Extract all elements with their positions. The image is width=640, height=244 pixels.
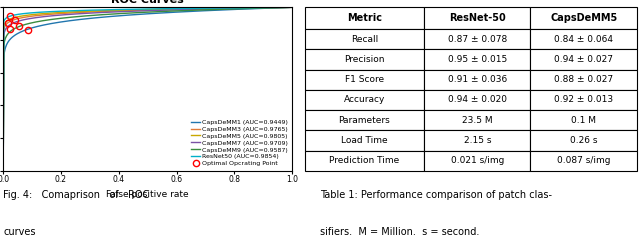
CapsDeMM3 (AUC=0.9765) xyxy=(138,9,146,12)
CapsDeMM9 (AUC=0.9587) xyxy=(288,6,296,9)
CapsDeMM5 (AUC=0.9805) xyxy=(282,6,289,9)
CapsDeMM5 (AUC=0.9805) xyxy=(0,169,7,172)
CapsDeMM9 (AUC=0.9587) xyxy=(156,10,163,13)
Line: ResNet50 (AUC=0.9854): ResNet50 (AUC=0.9854) xyxy=(3,7,292,171)
ResNet50 (AUC=0.9854) xyxy=(156,7,163,10)
ResNet50 (AUC=0.9854) xyxy=(282,6,289,9)
CapsDeMM1 (AUC=0.9449) xyxy=(172,11,179,14)
Line: CapsDeMM1 (AUC=0.9449): CapsDeMM1 (AUC=0.9449) xyxy=(3,7,292,171)
CapsDeMM5 (AUC=0.9805) xyxy=(136,8,144,11)
CapsDeMM1 (AUC=0.9449) xyxy=(236,8,244,11)
CapsDeMM5 (AUC=0.9805) xyxy=(288,6,296,9)
ResNet50 (AUC=0.9854) xyxy=(172,7,179,10)
Title: ROC Curves: ROC Curves xyxy=(111,0,184,5)
ResNet50 (AUC=0.9854) xyxy=(288,6,296,9)
CapsDeMM5 (AUC=0.9805) xyxy=(156,8,163,11)
CapsDeMM7 (AUC=0.9709) xyxy=(282,6,289,9)
CapsDeMM9 (AUC=0.9587) xyxy=(136,11,144,14)
ResNet50 (AUC=0.9854) xyxy=(136,8,144,10)
Text: curves: curves xyxy=(3,227,36,237)
CapsDeMM3 (AUC=0.9765) xyxy=(136,9,144,12)
CapsDeMM9 (AUC=0.9587) xyxy=(282,6,289,9)
CapsDeMM7 (AUC=0.9709) xyxy=(0,169,7,172)
CapsDeMM5 (AUC=0.9805) xyxy=(172,8,179,10)
CapsDeMM7 (AUC=0.9709) xyxy=(136,10,144,12)
Line: CapsDeMM7 (AUC=0.9709): CapsDeMM7 (AUC=0.9709) xyxy=(3,7,292,171)
ResNet50 (AUC=0.9854) xyxy=(0,169,7,172)
CapsDeMM9 (AUC=0.9587) xyxy=(138,11,146,14)
CapsDeMM1 (AUC=0.9449) xyxy=(282,6,289,9)
CapsDeMM9 (AUC=0.9587) xyxy=(236,7,244,10)
CapsDeMM3 (AUC=0.9765) xyxy=(288,6,296,9)
CapsDeMM7 (AUC=0.9709) xyxy=(172,8,179,11)
Legend: CapsDeMM1 (AUC=0.9449), CapsDeMM3 (AUC=0.9765), CapsDeMM5 (AUC=0.9805), CapsDeMM: CapsDeMM1 (AUC=0.9449), CapsDeMM3 (AUC=0… xyxy=(190,118,289,168)
CapsDeMM3 (AUC=0.9765) xyxy=(0,169,7,172)
Text: sifiers.  M = Million.  s = second.: sifiers. M = Million. s = second. xyxy=(320,227,479,237)
CapsDeMM1 (AUC=0.9449) xyxy=(288,6,296,9)
CapsDeMM3 (AUC=0.9765) xyxy=(282,6,289,9)
CapsDeMM1 (AUC=0.9449) xyxy=(156,12,163,15)
CapsDeMM3 (AUC=0.9765) xyxy=(172,8,179,11)
CapsDeMM3 (AUC=0.9765) xyxy=(156,8,163,11)
Line: CapsDeMM5 (AUC=0.9805): CapsDeMM5 (AUC=0.9805) xyxy=(3,7,292,171)
CapsDeMM1 (AUC=0.9449) xyxy=(136,13,144,16)
Line: CapsDeMM3 (AUC=0.9765): CapsDeMM3 (AUC=0.9765) xyxy=(3,7,292,171)
CapsDeMM1 (AUC=0.9449) xyxy=(138,13,146,16)
CapsDeMM5 (AUC=0.9805) xyxy=(236,7,244,10)
CapsDeMM9 (AUC=0.9587) xyxy=(0,169,7,172)
ResNet50 (AUC=0.9854) xyxy=(138,8,146,10)
CapsDeMM5 (AUC=0.9805) xyxy=(138,8,146,11)
X-axis label: False positive rate: False positive rate xyxy=(106,190,189,199)
CapsDeMM7 (AUC=0.9709) xyxy=(138,10,146,12)
CapsDeMM7 (AUC=0.9709) xyxy=(236,7,244,10)
Text: Table 1: Performance comparison of patch clas-: Table 1: Performance comparison of patch… xyxy=(320,190,552,200)
ResNet50 (AUC=0.9854) xyxy=(236,6,244,9)
CapsDeMM1 (AUC=0.9449) xyxy=(0,169,7,172)
Line: CapsDeMM9 (AUC=0.9587): CapsDeMM9 (AUC=0.9587) xyxy=(3,7,292,171)
CapsDeMM3 (AUC=0.9765) xyxy=(236,7,244,10)
CapsDeMM9 (AUC=0.9587) xyxy=(172,10,179,12)
CapsDeMM7 (AUC=0.9709) xyxy=(156,9,163,12)
CapsDeMM7 (AUC=0.9709) xyxy=(288,6,296,9)
Text: Fig. 4:   Comaprison   of   ROC: Fig. 4: Comaprison of ROC xyxy=(3,190,150,200)
